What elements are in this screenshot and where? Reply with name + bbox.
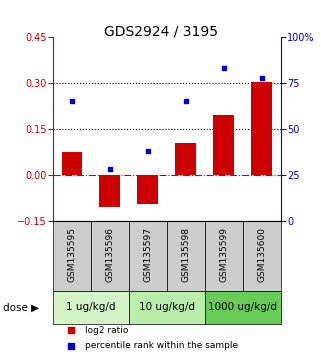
- Text: 10 ug/kg/d: 10 ug/kg/d: [139, 302, 195, 312]
- Point: [107, 167, 113, 172]
- Bar: [251, 81, 272, 175]
- Text: dose ▶: dose ▶: [3, 302, 39, 312]
- Bar: [167, 221, 205, 291]
- Text: 1 ug/kg/d: 1 ug/kg/d: [66, 302, 116, 312]
- Point: [259, 75, 265, 80]
- Bar: [213, 115, 234, 175]
- Bar: [176, 143, 196, 175]
- Bar: [137, 175, 158, 204]
- Bar: [205, 221, 243, 291]
- Point: [183, 99, 188, 104]
- Point: [69, 327, 74, 333]
- Bar: [129, 291, 205, 324]
- Point: [145, 148, 151, 154]
- Bar: [91, 221, 129, 291]
- Point: [221, 65, 227, 71]
- Text: percentile rank within the sample: percentile rank within the sample: [85, 342, 238, 350]
- Text: GSM135599: GSM135599: [219, 227, 229, 282]
- Bar: [62, 152, 82, 175]
- Text: GSM135595: GSM135595: [67, 227, 76, 282]
- Text: 1000 ug/kg/d: 1000 ug/kg/d: [208, 302, 277, 312]
- Text: GSM135600: GSM135600: [257, 227, 266, 282]
- Text: GDS2924 / 3195: GDS2924 / 3195: [103, 25, 218, 39]
- Bar: [129, 221, 167, 291]
- Bar: [53, 291, 129, 324]
- Text: GSM135598: GSM135598: [181, 227, 190, 282]
- Bar: [243, 221, 281, 291]
- Text: GSM135596: GSM135596: [105, 227, 115, 282]
- Text: log2 ratio: log2 ratio: [85, 326, 128, 335]
- Text: GSM135597: GSM135597: [143, 227, 152, 282]
- Point: [69, 343, 74, 349]
- Bar: [205, 291, 281, 324]
- Bar: [100, 175, 120, 207]
- Point: [69, 99, 74, 104]
- Bar: [53, 221, 91, 291]
